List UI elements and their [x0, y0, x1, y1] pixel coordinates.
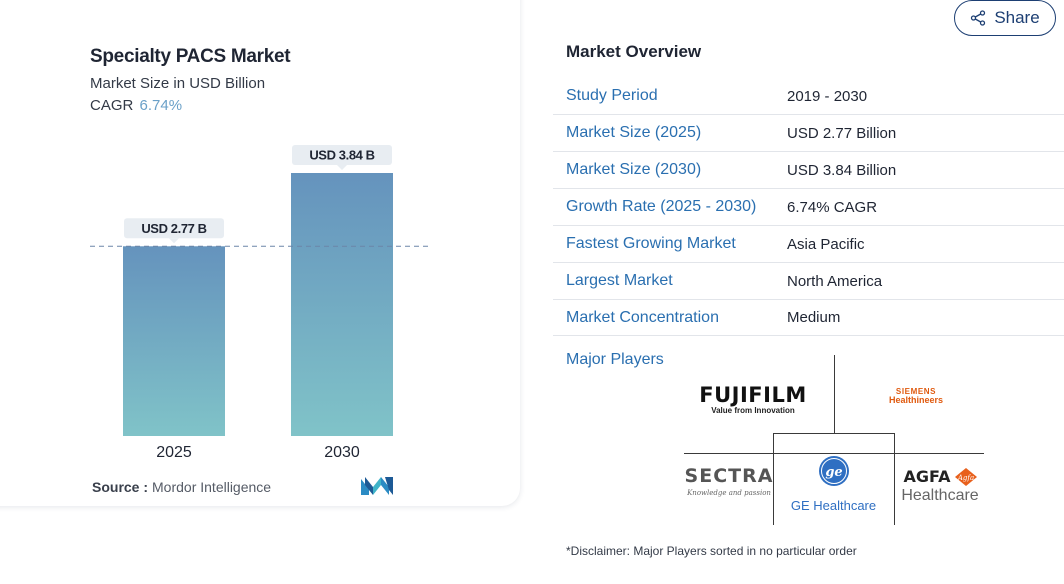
overview-row-market-size-2025: Market Size (2025) USD 2.77 Billion: [553, 115, 1064, 152]
overview-value: 6.74% CAGR: [787, 198, 878, 216]
fujifilm-tagline: Value from Innovation: [711, 406, 795, 415]
data-label-bg: [124, 218, 224, 239]
fujifilm-name: FUJIFILM: [699, 383, 807, 407]
chart-card: [0, 0, 520, 506]
overview-title: Market Overview: [566, 42, 702, 61]
source-value: Mordor Intelligence: [152, 479, 272, 495]
sectra-name: SECTRA: [684, 465, 774, 487]
chart-title: Specialty PACS Market: [90, 46, 291, 67]
overview-value: Asia Pacific: [787, 235, 865, 253]
overview-label[interactable]: Study Period: [566, 87, 658, 104]
ge-healthcare-logo[interactable]: ge GE Healthcare: [773, 455, 894, 513]
data-label: USD 3.84 B: [309, 148, 374, 163]
overview-row-concentration: Market Concentration Medium: [553, 300, 1064, 336]
siemens-line2: Healthineers: [888, 395, 944, 405]
cagr-label: CAGR: [90, 97, 134, 114]
agfa-diamond-icon: Agfa: [954, 467, 977, 486]
overview-value: USD 3.84 Billion: [787, 161, 897, 179]
sectra-logo[interactable]: SECTRA Knowledge and passion: [684, 465, 774, 497]
overview-label[interactable]: Largest Market: [566, 272, 673, 289]
overview-row-market-size-2030: Market Size (2030) USD 3.84 Billion: [553, 152, 1064, 189]
overview-label[interactable]: Market Size (2030): [566, 161, 702, 178]
overview-label[interactable]: Market Size (2025): [566, 124, 702, 141]
svg-text:Agfa: Agfa: [956, 474, 973, 482]
disclaimer: *Disclaimer: Major Players sorted in no …: [566, 544, 857, 558]
fujifilm-logo[interactable]: FUJIFILM Value from Innovation: [684, 383, 822, 415]
major-players-grid: FUJIFILM Value from Innovation SIEMENS H…: [684, 355, 984, 525]
overview-row-largest-market: Largest Market North America: [553, 263, 1064, 300]
bar-2030: [291, 173, 393, 436]
agfa-line2: Healthcare: [901, 487, 979, 504]
x-tick-label: 2030: [324, 444, 360, 461]
bar-chart: USD 2.77 B 2025 USD 3.84 B 2030: [90, 145, 430, 461]
overview-row-fastest-growing: Fastest Growing Market Asia Pacific: [553, 226, 1064, 263]
svg-text:ge: ge: [825, 465, 842, 480]
siemens-logo[interactable]: SIEMENS Healthineers: [846, 387, 986, 405]
cagr-value: 6.74%: [139, 97, 183, 114]
bar-2025: [123, 246, 225, 436]
overview-row-study-period: Study Period 2019 - 2030: [553, 78, 1064, 115]
grid-divider: [834, 355, 835, 433]
overview-table: Study Period 2019 - 2030 Market Size (20…: [553, 78, 1064, 336]
overview-label[interactable]: Fastest Growing Market: [566, 235, 736, 252]
agfa-name: AGFA: [903, 467, 951, 486]
overview-value: North America: [787, 272, 883, 290]
cagr-line: CAGR 6.74%: [90, 97, 182, 114]
ge-monogram-icon: ge: [818, 456, 849, 486]
x-tick-label: 2025: [156, 444, 192, 461]
grid-divider: [773, 433, 895, 434]
share-label: Share: [994, 8, 1040, 27]
ge-name: GE Healthcare: [790, 498, 877, 513]
agfa-healthcare-logo[interactable]: AGFA Agfa Healthcare: [896, 467, 984, 505]
grid-divider: [894, 433, 895, 525]
share-icon: [971, 10, 986, 26]
overview-value: Medium: [787, 309, 841, 326]
overview-value: USD 2.77 Billion: [787, 124, 897, 142]
overview-value: 2019 - 2030: [787, 87, 868, 105]
source-label: Source :: [92, 479, 149, 495]
grid-divider: [773, 433, 774, 525]
data-label: USD 2.77 B: [141, 221, 206, 236]
share-button[interactable]: Share: [954, 0, 1056, 36]
mordor-logo-icon: [361, 477, 393, 495]
chart-subtitle: Market Size in USD Billion: [90, 75, 266, 92]
data-label-bg: [292, 145, 392, 165]
siemens-line1: SIEMENS: [895, 387, 937, 396]
overview-label[interactable]: Market Concentration: [566, 308, 719, 326]
overview-row-growth-rate: Growth Rate (2025 - 2030) 6.74% CAGR: [553, 189, 1064, 226]
source-note: Source : Mordor Intelligence: [92, 479, 271, 495]
data-label-pointer: [337, 165, 347, 170]
overview-label[interactable]: Growth Rate (2025 - 2030): [566, 198, 757, 215]
data-label-pointer: [169, 238, 179, 244]
grid-divider: [684, 453, 984, 454]
sectra-tagline: Knowledge and passion: [687, 489, 771, 497]
major-players-label[interactable]: Major Players: [566, 351, 664, 368]
